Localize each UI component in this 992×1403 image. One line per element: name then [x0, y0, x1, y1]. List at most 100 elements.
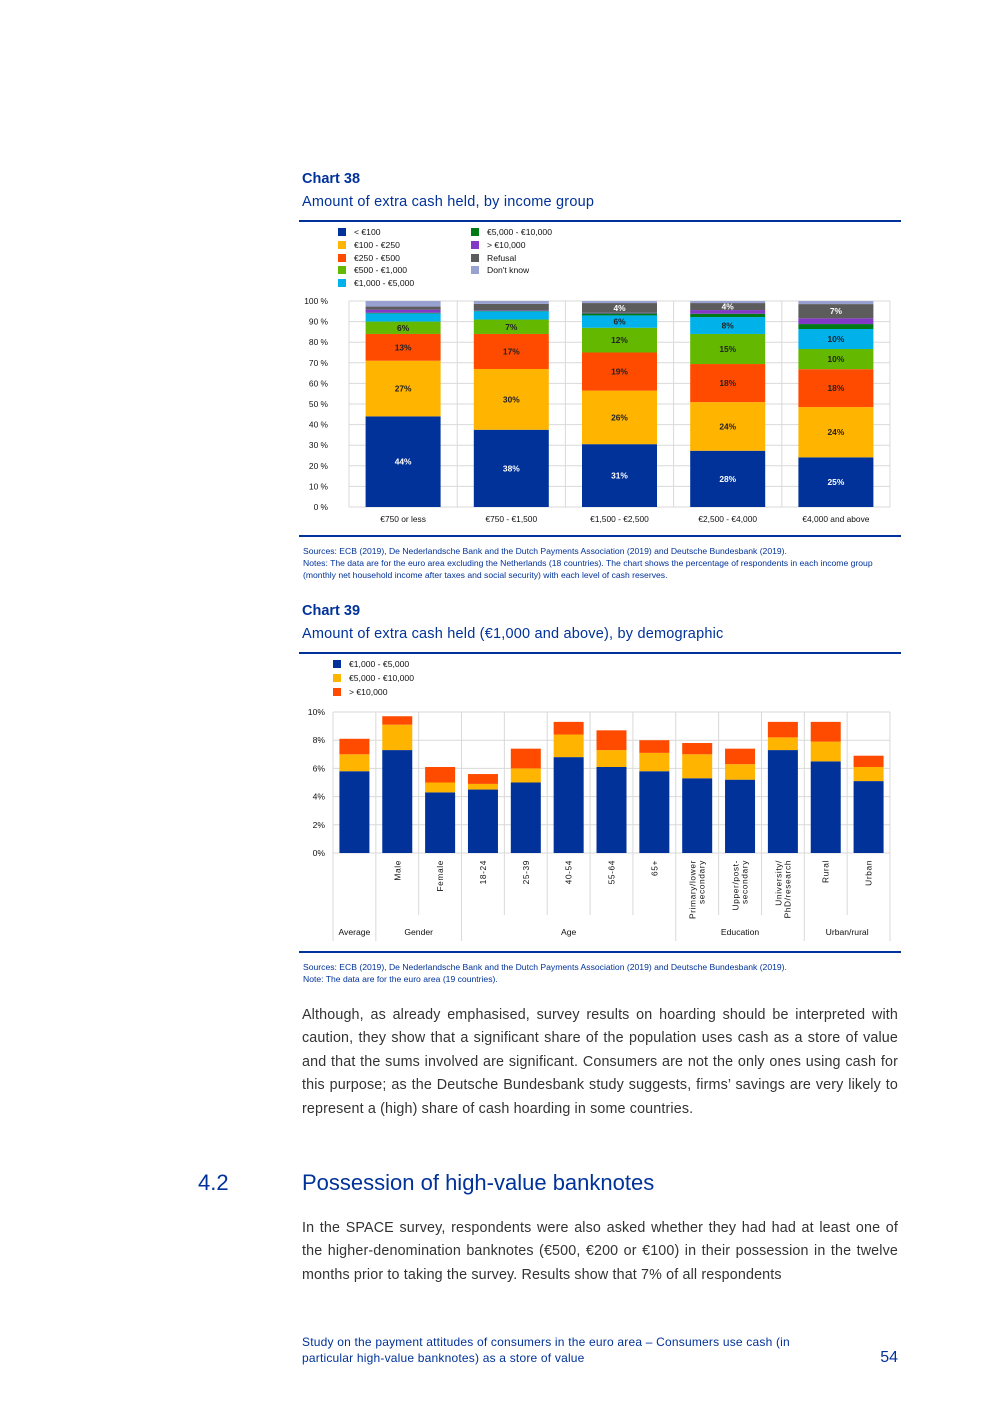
bar-segment: [596, 766, 627, 853]
data-label: 7%: [505, 322, 518, 332]
bar-segment: [582, 313, 657, 316]
chart-39-top-rule: [299, 652, 901, 654]
bar-segment: [553, 734, 584, 758]
legend-swatch: [471, 253, 479, 262]
bar-segment: [690, 313, 766, 318]
bar-segment: [473, 333, 549, 369]
bar-segment: [467, 789, 498, 853]
legend-swatch: [471, 266, 479, 275]
legend-label: > €10,000: [349, 687, 388, 697]
bar-segment: [725, 748, 756, 765]
y-tick-label: 6%: [313, 763, 326, 773]
bar-segment: [810, 741, 841, 762]
data-label: 44%: [395, 457, 412, 467]
bar-segment: [365, 333, 441, 361]
bar-segment: [473, 368, 549, 430]
chart-39-number: Chart 39: [302, 603, 361, 619]
data-label: 19%: [611, 367, 628, 377]
legend-label: €5,000 - €10,000: [487, 227, 552, 238]
x-tick-label: €2,500 - €4,000: [698, 514, 757, 524]
bar-segment: [810, 721, 841, 742]
x-tick-label: €750 - €1,500: [485, 514, 537, 524]
x-tick-label: Upper/post-: [731, 860, 741, 910]
bar-segment: [473, 310, 549, 312]
data-label: 28%: [719, 474, 736, 484]
y-tick-label: 50 %: [309, 399, 329, 409]
x-tick-label: Male: [392, 860, 402, 881]
bar-segment: [365, 301, 441, 307]
bar-segment: [853, 755, 884, 767]
bar-segment: [798, 369, 874, 408]
bar-segment: [690, 333, 766, 365]
legend-label: Don't know: [487, 265, 530, 276]
legend-swatch: [333, 688, 341, 696]
bar-segment: [582, 312, 657, 314]
y-tick-label: 40 %: [309, 420, 329, 430]
legend-swatch: [471, 228, 479, 237]
x-tick-label: 65+: [649, 860, 659, 876]
bar-segment: [582, 390, 657, 445]
bar-segment: [798, 301, 874, 305]
bar-segment: [767, 750, 798, 853]
x-tick-label: 55-64: [607, 860, 617, 884]
chart-38-plot: 0 % 10 % 20 % 30 % 40 % 50 % 60 % 70 % 80 % 90 % 1…: [304, 296, 891, 524]
bar-segment: [582, 327, 657, 353]
bar-segment: [767, 721, 798, 738]
legend-item: €1,000 - €5,000: [338, 277, 471, 290]
legend-item: €500 - €1,000: [338, 264, 471, 277]
bar-segment: [690, 317, 766, 334]
chart-39-subtitle: Amount of extra cash held (€1,000 and ab…: [302, 626, 724, 642]
legend-swatch: [333, 660, 341, 668]
y-tick-label: 20 %: [309, 461, 329, 471]
bar-segment: [510, 768, 541, 783]
bar-segment: [690, 303, 766, 311]
bar-segment: [690, 402, 766, 451]
chart-38-subtitle: Amount of extra cash held, by income gro…: [302, 194, 595, 210]
x-tick-label: 18-24: [478, 860, 488, 884]
legend-swatch: [338, 279, 346, 288]
data-label: 7%: [830, 306, 843, 316]
bar-segment: [639, 752, 670, 772]
legend-item: €5,000 - €10,000: [471, 226, 598, 239]
data-label: 6%: [397, 323, 410, 333]
x-tick-label: secondary: [697, 860, 707, 904]
y-tick-label: 10%: [308, 707, 326, 717]
bar-segment: [690, 310, 766, 314]
bar-segment: [725, 779, 756, 853]
bar-segment: [682, 743, 713, 755]
data-label: 24%: [828, 427, 845, 437]
bar-segment: [473, 310, 549, 311]
bar-segment: [425, 782, 456, 793]
group-label: Urban/rural: [826, 927, 869, 937]
data-label: 10%: [828, 334, 845, 344]
group-label: Age: [561, 927, 577, 937]
legend-label: €5,000 - €10,000: [349, 673, 414, 683]
data-label: 17%: [503, 346, 520, 356]
chart-39-notes: Note: The data are for the euro area (19…: [303, 974, 498, 984]
y-tick-label: 0 %: [314, 502, 329, 512]
y-tick-label: 4%: [313, 792, 326, 802]
bar-segment: [596, 750, 627, 767]
x-tick-label: 25-39: [521, 860, 531, 884]
y-tick-label: 30 %: [309, 440, 329, 450]
bar-segment: [682, 754, 713, 779]
data-label: 6%: [613, 317, 626, 327]
legend-swatch: [338, 228, 346, 237]
x-tick-label: secondary: [740, 860, 750, 904]
legend-item: < €100: [338, 226, 471, 239]
page-number: 54: [880, 1349, 898, 1366]
data-label: 18%: [719, 378, 736, 388]
bar-segment: [339, 738, 370, 755]
data-label: 31%: [611, 471, 628, 481]
bar-segment: [553, 721, 584, 735]
bar-segment: [596, 730, 627, 751]
chart-38-legend: < €100 €100 - €250 €250 - €500 €500 - €1,00…: [338, 226, 598, 289]
bar-segment: [365, 321, 441, 334]
bar-segment: [798, 304, 874, 319]
legend-label: > €10,000: [487, 240, 526, 251]
bar-segment: [425, 766, 456, 783]
x-tick-label: €750 or less: [380, 514, 426, 524]
bar-segment: [853, 766, 884, 782]
bar-segment: [798, 348, 874, 370]
